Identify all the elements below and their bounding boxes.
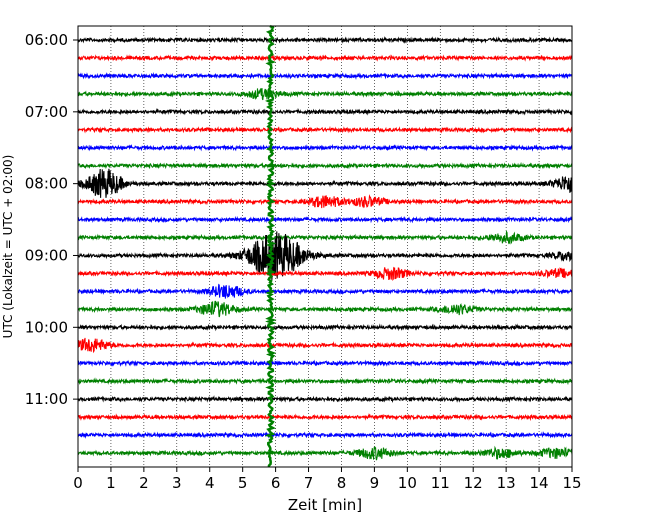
trace-12 (77, 231, 573, 280)
x-tick-label-10: 10 (398, 474, 417, 492)
trace-17 (77, 337, 573, 354)
trace-3 (77, 88, 573, 101)
x-tick-label-8: 8 (337, 474, 347, 492)
trace-18 (77, 359, 573, 367)
x-tick-label-11: 11 (431, 474, 450, 492)
disturbance-line (264, 24, 277, 468)
y-tick-label-5: 11:00 (25, 390, 68, 408)
x-tick-label-6: 6 (271, 474, 281, 492)
y-axis-label: UTC (Lokalzeit = UTC + 02:00) (1, 155, 15, 339)
trace-11 (77, 229, 573, 245)
x-tick-label-4: 4 (205, 474, 215, 492)
trace-13 (77, 266, 573, 281)
trace-19 (77, 377, 573, 386)
y-tick-label-3: 09:00 (25, 246, 68, 264)
trace-group (77, 36, 573, 461)
trace-23 (77, 445, 573, 461)
x-tick-label-1: 1 (106, 474, 116, 492)
x-axis: 0 1 2 3 4 5 6 7 8 9 10 11 12 13 14 15 (73, 467, 582, 492)
trace-0 (77, 36, 573, 44)
y-tick-label-4: 10:00 (25, 318, 68, 336)
trace-8 (77, 168, 573, 198)
trace-2 (77, 71, 573, 80)
x-axis-label: Zeit [min] (288, 496, 362, 514)
trace-9 (77, 194, 573, 209)
vertical-disturbance (264, 24, 277, 468)
y-axis: 06:00 07:00 08:00 09:00 10:00 11:00 (25, 31, 78, 408)
trace-14 (77, 283, 573, 299)
y-tick-label-2: 08:00 (25, 175, 68, 193)
trace-16 (77, 323, 573, 332)
trace-15 (77, 300, 573, 318)
x-tick-label-2: 2 (139, 474, 149, 492)
y-tick-label-1: 07:00 (25, 103, 68, 121)
trace-22 (77, 431, 573, 439)
x-tick-label-7: 7 (304, 474, 314, 492)
x-tick-label-9: 9 (370, 474, 380, 492)
x-tick-label-3: 3 (172, 474, 182, 492)
x-tick-label-13: 13 (497, 474, 516, 492)
x-tick-label-12: 12 (464, 474, 483, 492)
y-tick-label-0: 06:00 (25, 31, 68, 49)
trace-20 (77, 395, 573, 404)
trace-21 (77, 413, 573, 422)
plot-frame (77, 25, 573, 468)
x-tick-label-14: 14 (530, 474, 549, 492)
x-tick-label-15: 15 (562, 474, 581, 492)
trace-6 (77, 143, 573, 152)
trace-5 (77, 125, 573, 134)
trace-4 (77, 107, 573, 116)
x-tick-label-5: 5 (238, 474, 248, 492)
trace-1 (77, 54, 573, 62)
trace-10 (77, 215, 573, 224)
x-tick-label-0: 0 (73, 474, 83, 492)
trace-7 (77, 161, 573, 170)
